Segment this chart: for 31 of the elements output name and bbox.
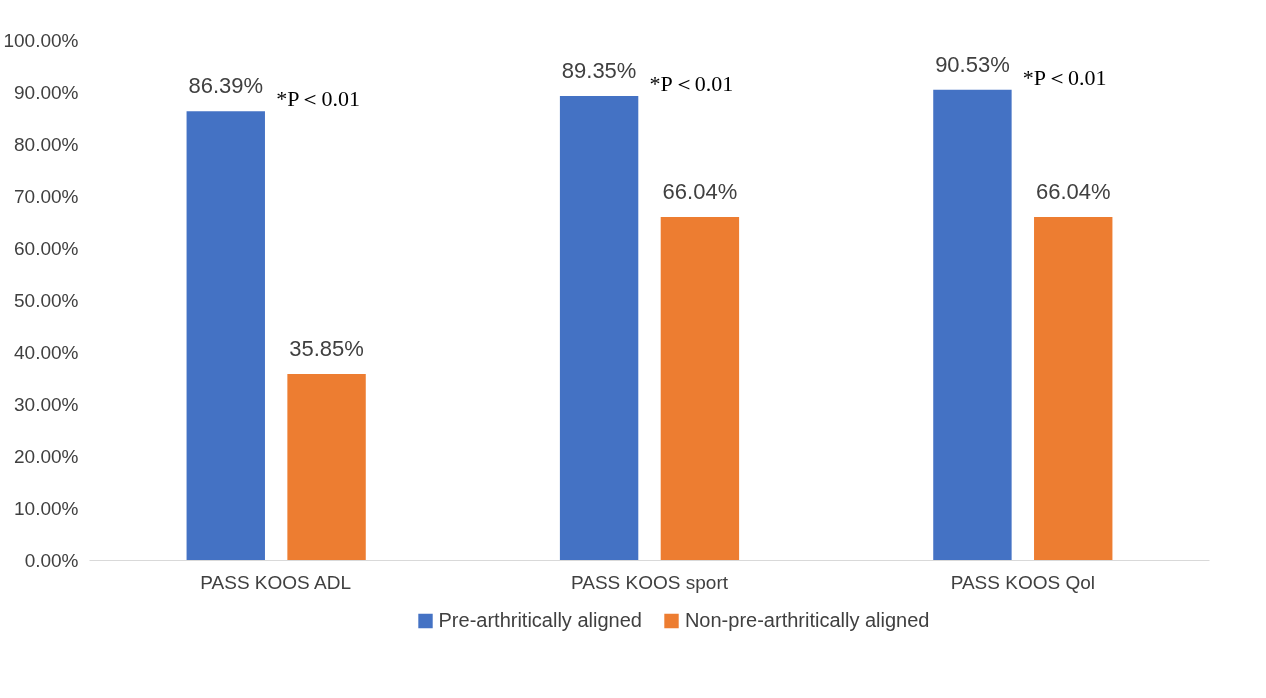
data-label: 35.85%	[289, 336, 364, 362]
bar	[559, 95, 639, 561]
y-tick-label: 50.00%	[14, 290, 79, 311]
data-label: 66.04%	[1035, 179, 1111, 205]
annotation: *P＜0.01	[649, 70, 734, 96]
y-tick-label: 80.00%	[14, 134, 79, 155]
bar	[1034, 217, 1113, 561]
data-label: 66.04%	[662, 179, 738, 205]
y-tick-label: 90.00%	[14, 82, 79, 103]
bar	[933, 89, 1012, 561]
annotation: *P＜0.01	[1022, 64, 1107, 90]
bar	[186, 111, 265, 561]
y-tick-label: 30.00%	[14, 394, 79, 415]
annotation: *P＜0.01	[276, 86, 360, 112]
data-label: 86.39%	[188, 73, 264, 99]
data-label: 89.35%	[561, 57, 637, 83]
bar	[660, 217, 740, 561]
bar	[287, 374, 366, 561]
legend-label: Non-pre-arthritically aligned	[684, 608, 930, 632]
x-tick-label: PASS KOOS Qol	[950, 571, 1095, 593]
y-tick-label: 0.00%	[24, 550, 79, 571]
legend-label: Pre-arthritically aligned	[438, 608, 642, 632]
x-tick-label: PASS KOOS sport	[571, 571, 729, 593]
y-tick-label: 60.00%	[14, 238, 79, 259]
y-tick-label: 100.00%	[3, 30, 79, 51]
y-tick-label: 20.00%	[14, 446, 79, 467]
x-tick-label: PASS KOOS ADL	[200, 571, 351, 593]
y-tick-label: 10.00%	[14, 498, 79, 519]
y-tick-label: 40.00%	[14, 342, 79, 363]
y-tick-label: 70.00%	[14, 186, 79, 207]
data-label: 90.53%	[935, 51, 1010, 77]
